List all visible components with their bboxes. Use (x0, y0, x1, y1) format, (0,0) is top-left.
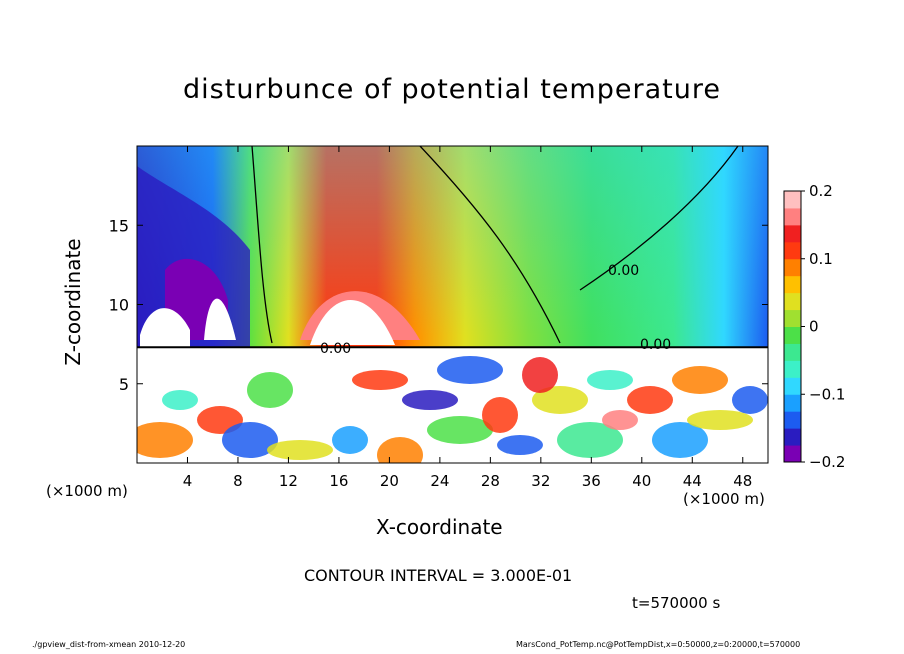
colorbar-tick-label: 0 (809, 318, 819, 336)
colorbar-swatch (784, 191, 801, 209)
x-tick-label: 44 (683, 472, 702, 490)
colorbar-tick-label: 0.1 (809, 250, 833, 268)
colorbar-swatch (784, 394, 801, 412)
contour-interval-note: CONTOUR INTERVAL = 3.000E-01 (304, 566, 573, 585)
white-bump-left (140, 308, 190, 350)
turbulence-blob (222, 422, 278, 458)
colorbar-swatch (784, 207, 801, 226)
x-unit-left: (×1000 m) (46, 482, 128, 500)
contour-label: 0.00 (608, 263, 639, 279)
contour-label: 0.00 (640, 337, 671, 353)
zero-contour-right (579, 146, 739, 291)
turbulence-blob (687, 410, 753, 430)
colorbar-tick-label: −0.1 (809, 385, 845, 403)
colorbar: 0.2 0.1 0 −0.1 −0.2 (783, 182, 845, 471)
x-tick-label: 48 (733, 472, 752, 490)
colorbar-swatch (784, 411, 801, 429)
x-tick-label: 28 (481, 472, 500, 490)
turbulence-blob (267, 440, 333, 460)
chart-title: disturbunce of potential temperature (183, 74, 721, 105)
zero-contour-middle (419, 146, 561, 344)
x-tick-label: 40 (632, 472, 651, 490)
turbulence-blob (627, 386, 673, 414)
x-tick-label: 12 (279, 472, 298, 490)
turbulence-blob (137, 422, 193, 458)
plot-area: 0.00 0.00 0.00 (137, 146, 768, 463)
x-unit-right: (×1000 m) (683, 490, 765, 508)
turbulence-blob (672, 366, 728, 394)
turbulence-blob (652, 422, 708, 458)
x-tick-label: 24 (430, 472, 449, 490)
colorbar-swatch (784, 326, 801, 344)
y-tick-label: 10 (109, 296, 129, 315)
turbulence-blob (532, 386, 588, 414)
turbulence-blob (352, 370, 408, 390)
colorbar-tick-label: 0.2 (809, 182, 833, 200)
colorbar-swatch (784, 292, 801, 311)
warm-core (310, 300, 395, 345)
field-layers (137, 146, 768, 463)
x-tick-label: 32 (531, 472, 550, 490)
x-tick-label: 36 (582, 472, 601, 490)
colorbar-swatch (784, 275, 801, 294)
turbulence-blob (427, 416, 493, 444)
footer-data-info: MarsCond_PotTemp.nc@PotTempDist,x=0:5000… (516, 640, 801, 649)
colorbar-swatch (784, 343, 801, 361)
colorbar-tick-label: −0.2 (809, 453, 845, 471)
turbulence-blob (602, 410, 638, 430)
turbulence-blob (332, 426, 368, 454)
turbulence-blob (587, 370, 633, 390)
zero-contour-left (251, 146, 273, 344)
x-tick-label: 20 (380, 472, 399, 490)
x-tick-label: 4 (183, 472, 193, 490)
colorbar-swatch (784, 445, 801, 463)
footer-script-info: ./gpview_dist-from-xmean 2010-12-20 (32, 640, 186, 649)
colorbar-swatch (784, 428, 801, 446)
turbulence-blob (402, 390, 458, 410)
turbulence-blob (522, 357, 558, 393)
contour-label: 0.00 (320, 341, 351, 357)
x-axis-label: X-coordinate (376, 515, 503, 539)
turbulence-blob (557, 422, 623, 458)
colorbar-swatch (784, 224, 801, 243)
turbulence-blob (437, 356, 503, 384)
turbulence-blob (497, 435, 543, 455)
turbulence-blob (377, 437, 423, 463)
time-stamp: t=570000 s (632, 594, 721, 612)
turbulence-blob (247, 372, 293, 408)
colorbar-swatch (784, 241, 801, 260)
turbulence-blob (162, 390, 198, 410)
x-tick-label: 16 (329, 472, 348, 490)
colorbar-swatch (784, 377, 801, 395)
turbulence-blob (732, 386, 768, 414)
y-tick-label: 5 (119, 375, 129, 394)
white-bump-left2 (204, 298, 236, 340)
y-tick-label: 15 (109, 216, 129, 235)
colorbar-swatch (784, 258, 801, 277)
x-tick-label: 8 (233, 472, 243, 490)
turbulence-blob (482, 397, 518, 433)
colorbar-swatch (784, 309, 801, 327)
colorbar-swatch (784, 360, 801, 378)
